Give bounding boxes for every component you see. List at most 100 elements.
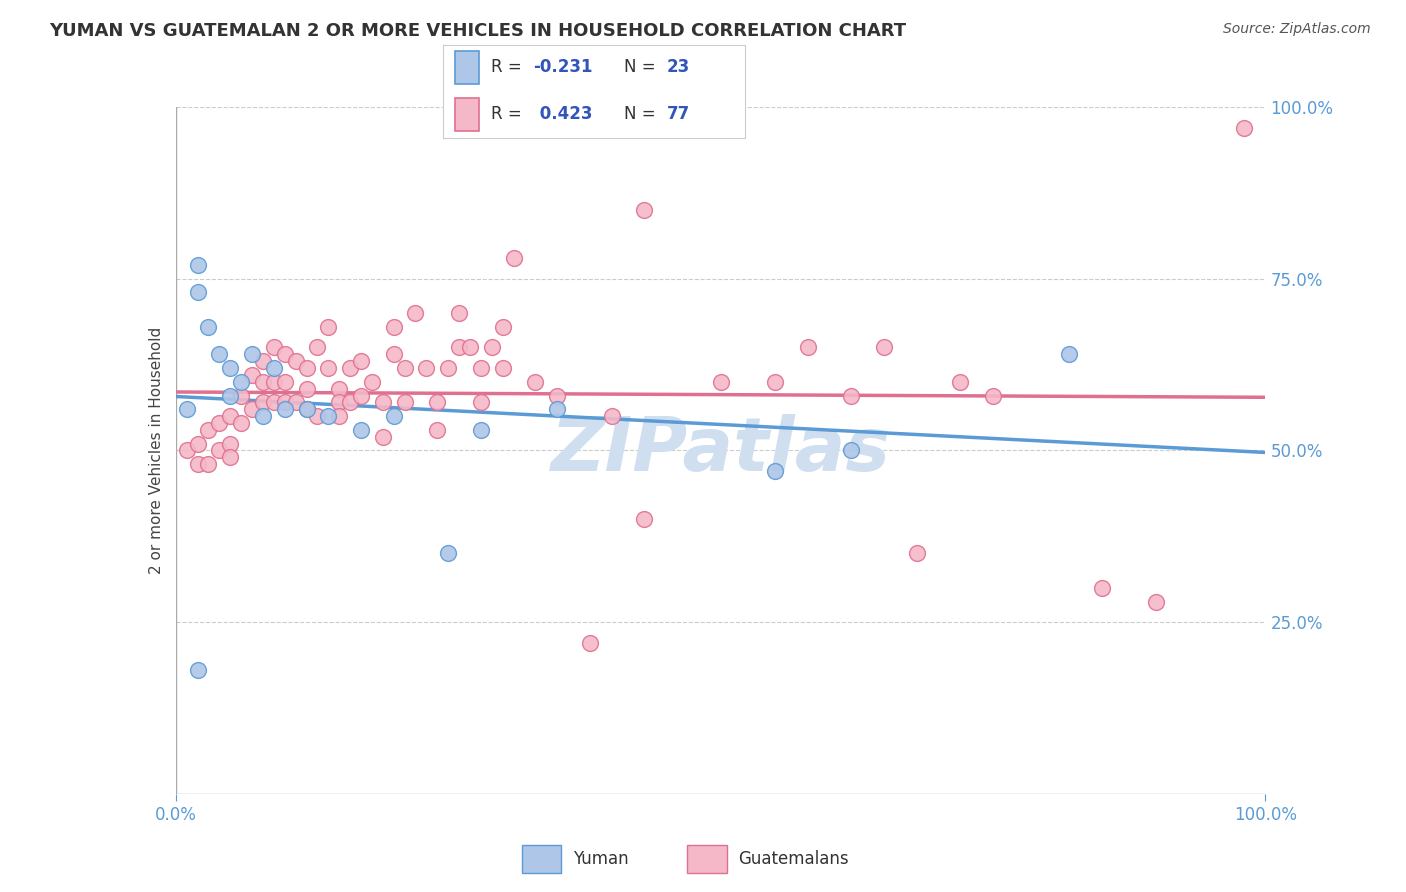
Point <box>295 402 318 417</box>
Point <box>219 409 242 423</box>
Point <box>252 409 274 423</box>
Point <box>284 395 307 409</box>
Point <box>240 347 263 361</box>
Point <box>208 443 231 458</box>
Point <box>295 402 318 417</box>
Point <box>263 375 285 389</box>
Point <box>796 340 818 354</box>
Text: Source: ZipAtlas.com: Source: ZipAtlas.com <box>1223 22 1371 37</box>
Point <box>176 443 198 458</box>
Point <box>219 436 242 450</box>
FancyBboxPatch shape <box>522 845 561 872</box>
Point <box>186 457 209 471</box>
Text: 23: 23 <box>666 58 690 76</box>
Point <box>633 512 655 526</box>
Text: R =: R = <box>491 105 522 123</box>
Point <box>339 395 361 409</box>
FancyBboxPatch shape <box>456 98 479 131</box>
Point <box>240 402 263 417</box>
Point <box>492 319 515 334</box>
Text: R =: R = <box>491 58 522 76</box>
Point <box>579 636 602 650</box>
Point <box>231 416 253 430</box>
Point <box>197 457 219 471</box>
Point <box>470 361 492 376</box>
Point <box>841 388 863 402</box>
Text: Yuman: Yuman <box>574 849 628 868</box>
Point <box>307 409 329 423</box>
Point <box>208 416 231 430</box>
Point <box>284 354 307 368</box>
Point <box>470 423 492 437</box>
FancyBboxPatch shape <box>456 51 479 84</box>
Text: YUMAN VS GUATEMALAN 2 OR MORE VEHICLES IN HOUSEHOLD CORRELATION CHART: YUMAN VS GUATEMALAN 2 OR MORE VEHICLES I… <box>49 22 907 40</box>
Point <box>263 340 285 354</box>
Point <box>318 361 340 376</box>
Point <box>307 340 329 354</box>
Point <box>841 443 863 458</box>
Point <box>274 375 297 389</box>
Point <box>981 388 1004 402</box>
Text: ZIPatlas: ZIPatlas <box>551 414 890 487</box>
Point <box>546 402 568 417</box>
Point <box>328 395 350 409</box>
Point <box>252 395 274 409</box>
Point <box>350 388 373 402</box>
Point <box>415 361 437 376</box>
Point <box>263 361 285 376</box>
Point <box>447 306 470 320</box>
Point <box>274 402 297 417</box>
Point <box>186 663 209 677</box>
Point <box>318 409 340 423</box>
Point <box>360 375 382 389</box>
Point <box>350 354 373 368</box>
Text: 77: 77 <box>666 105 690 123</box>
Point <box>240 368 263 382</box>
Point <box>458 340 481 354</box>
Point <box>763 464 786 478</box>
Point <box>394 361 416 376</box>
Point <box>231 375 253 389</box>
Point <box>437 546 460 561</box>
Point <box>186 436 209 450</box>
Point <box>231 388 253 402</box>
Point <box>1091 581 1114 595</box>
Point <box>186 258 209 272</box>
Point <box>252 354 274 368</box>
Point <box>426 395 449 409</box>
Text: 0.423: 0.423 <box>534 105 592 123</box>
Point <box>350 423 373 437</box>
Point <box>208 347 231 361</box>
Point <box>470 395 492 409</box>
Point <box>382 409 405 423</box>
Point <box>295 382 318 396</box>
Point <box>328 409 350 423</box>
Point <box>1057 347 1080 361</box>
Point <box>382 319 405 334</box>
Point <box>905 546 928 561</box>
Point <box>481 340 503 354</box>
Point <box>274 395 297 409</box>
Point <box>502 251 524 265</box>
Point <box>600 409 623 423</box>
Point <box>252 375 274 389</box>
Point <box>328 382 350 396</box>
Point <box>176 402 198 417</box>
Point <box>371 395 394 409</box>
Point <box>437 361 460 376</box>
Point <box>492 361 515 376</box>
Text: N =: N = <box>624 58 655 76</box>
Point <box>447 340 470 354</box>
Point <box>1232 120 1256 135</box>
Point <box>763 375 786 389</box>
Point <box>197 319 219 334</box>
Point <box>873 340 896 354</box>
Point <box>186 285 209 300</box>
Point <box>1144 594 1167 608</box>
Point <box>524 375 547 389</box>
Point <box>633 203 655 218</box>
Point <box>295 361 318 376</box>
Point <box>219 450 242 465</box>
Text: N =: N = <box>624 105 655 123</box>
Point <box>274 347 297 361</box>
